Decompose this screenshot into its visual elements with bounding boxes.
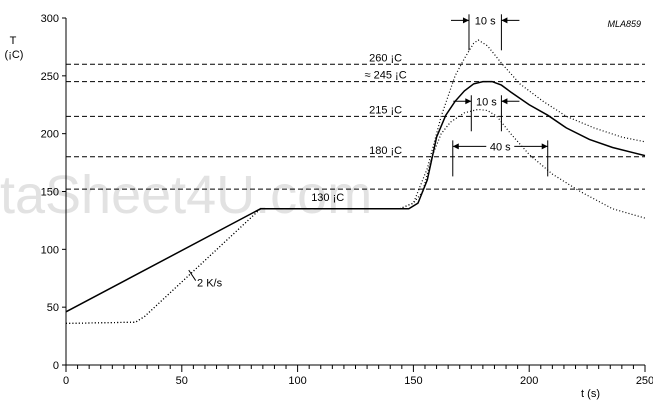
axes: 0 50 100 150 200 250 300 0 50 100 150 200 250 [41,13,653,387]
reference-label-bg [351,68,420,81]
y-axis-unit: (¡C) [5,49,24,61]
reference-label: 180 ¡C [369,145,402,157]
series-line-1 [65,80,646,313]
figure-code: MLA859 [607,19,641,29]
interval-label: 10 s [476,96,497,108]
y-tick-label: 200 [41,129,59,141]
y-tick-label: 250 [41,71,59,83]
arrow-head [541,143,548,150]
arrow-head [462,17,469,24]
reference-label: ≈ 245 ¡C [365,70,407,82]
interval-label: 40 s [490,141,511,153]
y-tick-label: 50 [47,302,59,314]
watermark: taSheet4U.com [0,165,372,225]
x-axis-label: t (s) [581,388,600,400]
annotation: 130 ¡C [311,192,344,204]
annotation: 2 K/s [197,277,223,289]
interval-label-bg [486,139,515,153]
reference-label-bg [351,143,420,156]
x-tick-label: 200 [520,375,538,387]
y-tick-label: 300 [41,13,59,25]
y-axis-label: T [10,35,17,47]
y-tick-label: 150 [41,187,59,199]
arrow-head [465,98,472,105]
y-tick-label: 100 [41,244,59,256]
reference-label-bg [351,103,420,116]
reference-label: 215 ¡C [369,104,402,116]
annotations: 130 ¡C 2 K/s 10 s 10 s 40 s [188,14,549,289]
x-tick-label: 100 [288,375,306,387]
arrow-head [452,143,459,150]
reference-label: 260 ¡C [369,52,402,64]
y-tick-label: 0 [53,360,59,372]
x-tick-label: 150 [404,375,422,387]
annotation-leader [188,269,197,281]
x-tick-label: 0 [63,375,69,387]
reference-label-bg [351,51,420,64]
interval-label: 10 s [475,15,496,27]
arrow-head [501,17,508,24]
series-group [65,39,646,324]
x-tick-label: 250 [636,375,653,387]
arrow-head [501,98,508,105]
x-tick-label: 50 [176,375,188,387]
